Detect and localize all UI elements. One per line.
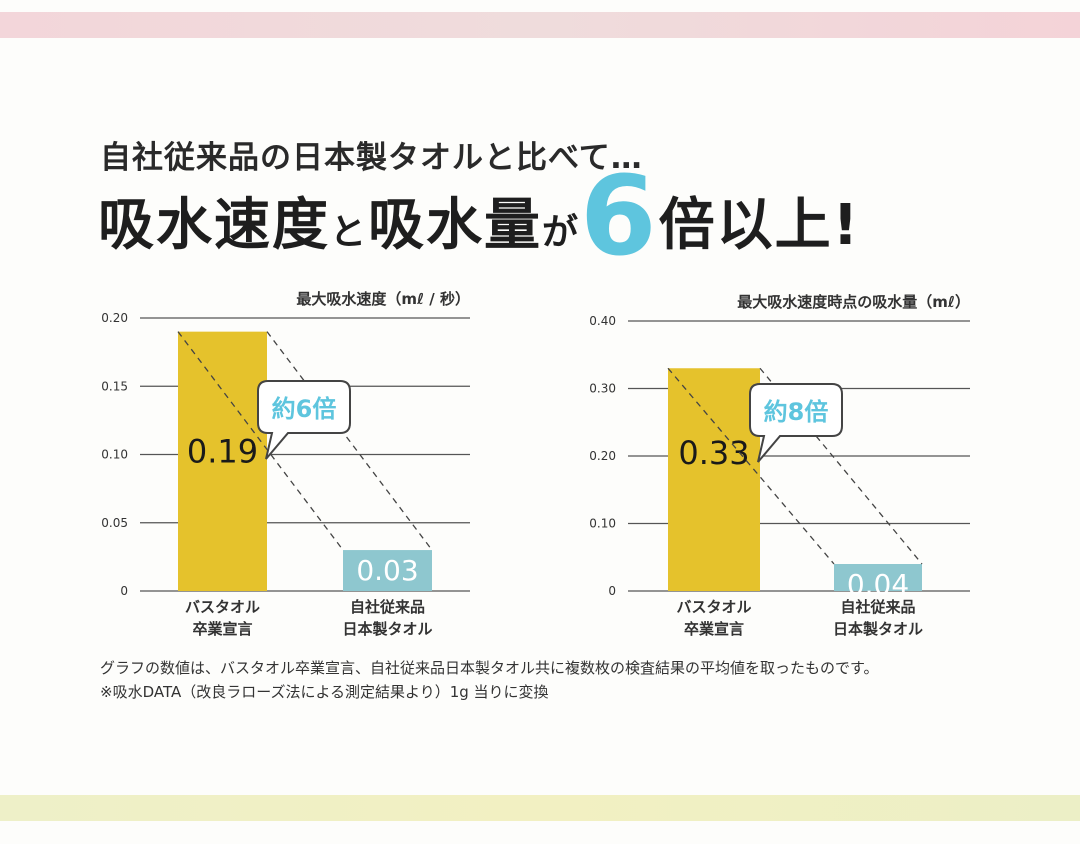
bar	[178, 331, 267, 591]
category-label: 日本製タオル	[342, 620, 432, 638]
dashed-connector	[759, 367, 923, 565]
y-tick-label: 0.30	[589, 382, 616, 396]
y-tick-label: 0.15	[101, 379, 128, 393]
headline-number: 6	[580, 152, 659, 280]
y-tick-label: 0.10	[101, 448, 128, 462]
y-tick-label: 0.10	[589, 517, 616, 531]
headline: 吸水速度と吸水量が6倍以上!	[98, 161, 861, 271]
category-label: バスタオル	[676, 598, 751, 616]
y-tick-label: 0.05	[101, 516, 128, 530]
footnote: ※吸水DATA（改良ラローズ法による測定結果より）1g 当りに変換	[100, 683, 549, 701]
footnote: グラフの数値は、バスタオル卒業宣言、自社従来品日本製タオル共に複数枚の検査結果の…	[100, 659, 879, 677]
bar	[343, 550, 432, 591]
data-label: 0.19	[187, 433, 258, 471]
dashed-connector	[266, 331, 433, 551]
y-tick-label: 0.20	[101, 311, 128, 325]
data-label: 0.04	[847, 568, 909, 601]
speech-bubble	[257, 380, 351, 460]
data-label: 0.03	[356, 554, 418, 587]
category-label: 自社従来品	[840, 598, 915, 616]
y-tick-label: 0	[120, 584, 128, 598]
headline-part: 吸水速度	[98, 193, 330, 258]
dashed-connector	[667, 367, 835, 565]
category-label: バスタオル	[185, 598, 260, 616]
subtitle: 自社従来品の日本製タオルと比べて…	[100, 140, 643, 176]
headline-part: が	[542, 212, 581, 253]
chart-title: 最大吸水速度時点の吸水量（mℓ）	[737, 293, 970, 311]
y-tick-label: 0.40	[589, 314, 616, 328]
category-label: 自社従来品	[350, 598, 425, 616]
top-band	[0, 12, 1080, 38]
bottom-band	[0, 795, 1080, 821]
dashed-connector	[177, 331, 344, 551]
data-label: 0.33	[678, 434, 749, 472]
headline-part: 倍以上!	[658, 193, 861, 258]
chart-title: 最大吸水速度（mℓ / 秒）	[296, 290, 470, 308]
category-label: 卒業宣言	[192, 620, 252, 638]
category-label: 日本製タオル	[833, 620, 923, 638]
y-tick-label: 0	[608, 584, 616, 598]
annotation: 約6倍	[272, 395, 337, 423]
bar	[834, 564, 922, 591]
speech-bubble	[749, 383, 843, 463]
y-tick-label: 0.20	[589, 449, 616, 463]
headline-part: と	[330, 212, 369, 253]
headline-part: 吸水量	[368, 193, 543, 258]
bar	[668, 368, 760, 591]
category-label: 卒業宣言	[684, 620, 744, 638]
annotation: 約8倍	[764, 398, 829, 426]
